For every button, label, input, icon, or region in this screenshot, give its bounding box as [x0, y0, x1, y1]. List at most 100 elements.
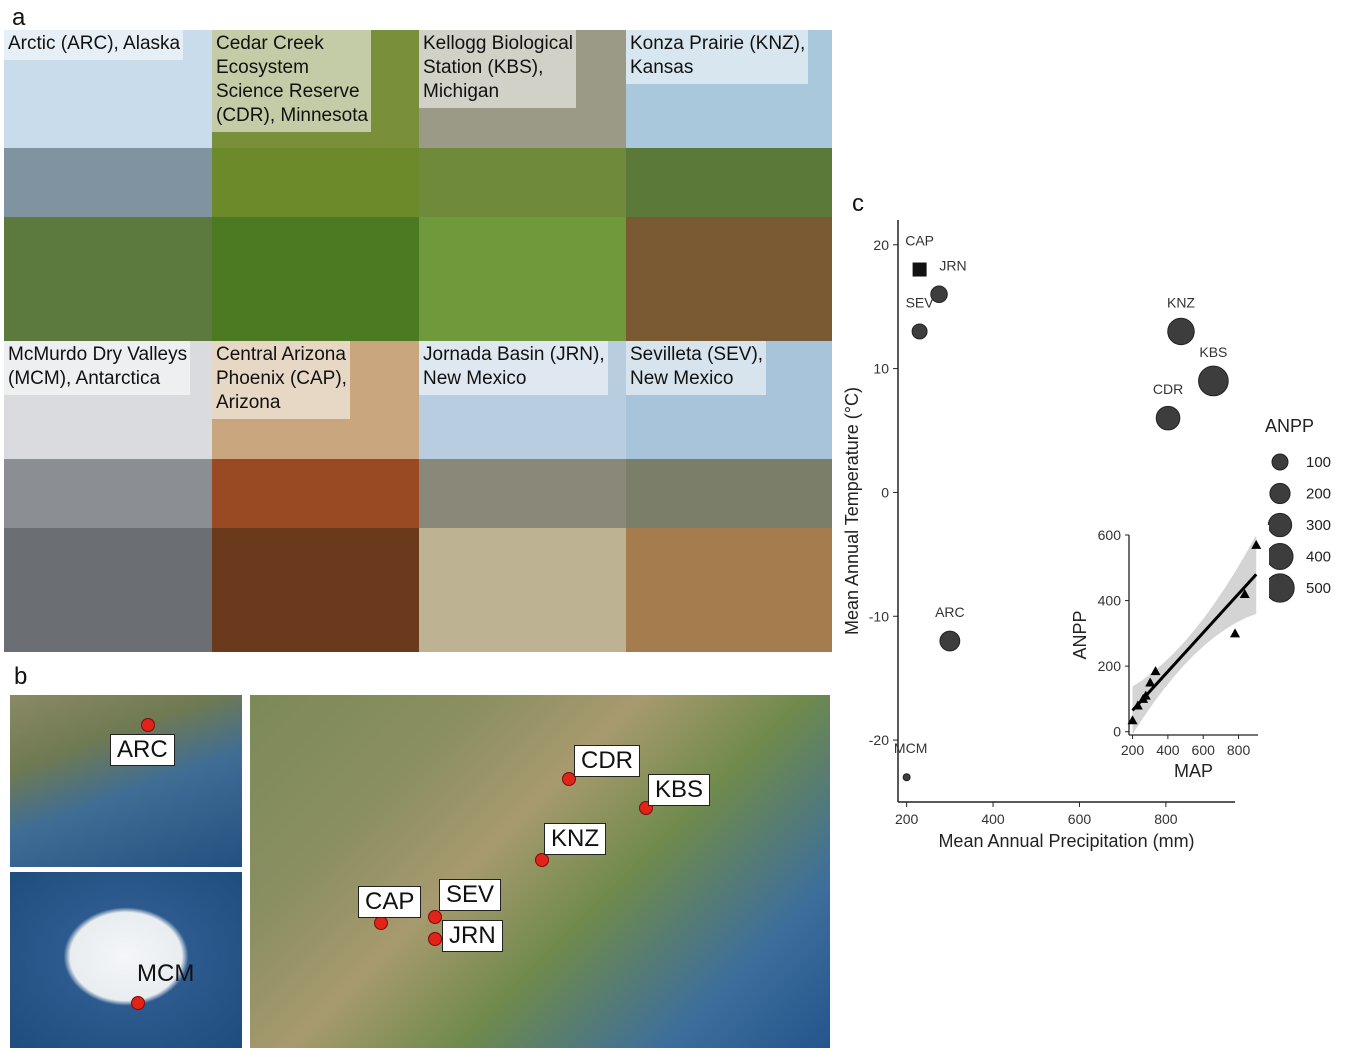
- photo-ground: [626, 527, 832, 652]
- inset-point: [1145, 677, 1156, 687]
- x-axis-title: Mean Annual Precipitation (mm): [938, 831, 1194, 851]
- photo-sev: Sevilleta (SEV), New Mexico: [626, 341, 832, 652]
- map-alaska: ARC: [10, 695, 242, 867]
- photo-ground: [419, 216, 626, 341]
- map-label-arc: ARC: [110, 734, 175, 766]
- inset-confidence-band: [1132, 535, 1257, 735]
- map-label-sev: SEV: [439, 879, 502, 911]
- map-label-cap: CAP: [358, 886, 422, 918]
- inset-fit-line: [1131, 573, 1258, 712]
- inset-x-tick-label: 400: [1156, 742, 1180, 758]
- point-label-sev: SEV: [906, 294, 935, 310]
- y-axis-title: Mean Annual Temperature (°C): [842, 387, 862, 635]
- y-tick-label: 10: [873, 361, 889, 377]
- inset-y-tick-label: 600: [1098, 527, 1122, 543]
- panel-label-b: b: [14, 663, 28, 690]
- map-label-kbs: KBS: [648, 774, 711, 806]
- point-cdr: [1155, 405, 1181, 431]
- photo-mcm: McMurdo Dry Valleys (MCM), Antarctica: [4, 341, 212, 652]
- photo-caption: Jornada Basin (JRN), New Mexico: [419, 341, 608, 395]
- inset-point: [1251, 539, 1262, 549]
- size-legend-marker: [1271, 453, 1289, 471]
- map-label-cdr: CDR: [574, 745, 640, 777]
- point-knz: [1167, 317, 1195, 346]
- photo-caption: Arctic (ARC), Alaska: [4, 30, 184, 60]
- panel-label-a: a: [12, 4, 26, 31]
- x-tick-label: 600: [1068, 811, 1092, 827]
- size-legend-label: 200: [1306, 486, 1331, 503]
- site-marker-knz: [535, 853, 549, 867]
- photo-mid: [212, 459, 419, 528]
- point-label-cdr: CDR: [1153, 381, 1183, 397]
- photo-arc: Arctic (ARC), Alaska: [4, 30, 212, 341]
- inset-background: [1069, 525, 1269, 785]
- map-label-jrn: JRN: [442, 920, 503, 952]
- point-label-cap: CAP: [905, 233, 934, 249]
- site-marker-arc: [141, 718, 155, 732]
- point-cap: [912, 262, 927, 277]
- inset-x-tick-label: 800: [1227, 742, 1251, 758]
- site-photo-grid: Arctic (ARC), Alaska Cedar Creek Ecosyst…: [4, 30, 832, 652]
- photo-caption: Sevilleta (SEV), New Mexico: [626, 341, 767, 395]
- photo-ground: [626, 216, 832, 341]
- size-legend-marker: [1266, 543, 1294, 570]
- inset-x-tick-label: 200: [1121, 742, 1145, 758]
- x-tick-label: 800: [1154, 811, 1178, 827]
- site-marker-sev: [428, 910, 442, 924]
- photo-ground: [212, 216, 419, 341]
- point-label-jrn: JRN: [939, 257, 966, 273]
- photo-mid: [626, 148, 832, 217]
- point-label-knz: KNZ: [1167, 294, 1195, 310]
- photo-ground: [4, 216, 212, 341]
- inset-y-tick-label: 200: [1098, 658, 1122, 674]
- size-legend-marker: [1269, 482, 1291, 505]
- inset-y-tick-label: 0: [1113, 724, 1121, 740]
- size-legend-marker: [1267, 512, 1293, 538]
- photo-mid: [419, 459, 626, 528]
- inset-point: [1239, 589, 1250, 599]
- point-label-arc: ARC: [935, 604, 965, 620]
- size-legend-label: 500: [1306, 580, 1331, 597]
- photo-mid: [419, 148, 626, 217]
- site-marker-mcm: [131, 996, 145, 1010]
- photo-caption: Central Arizona Phoenix (CAP), Arizona: [212, 341, 350, 419]
- inset-y-axis-title: ANPP: [1070, 610, 1090, 659]
- point-arc: [939, 630, 961, 652]
- inset-point: [1127, 715, 1138, 725]
- y-tick-label: -10: [869, 608, 889, 624]
- photo-caption: Kellogg Biological Station (KBS), Michig…: [419, 30, 576, 108]
- photo-mid: [4, 148, 212, 217]
- size-legend-label: 400: [1306, 549, 1331, 566]
- photo-kbs: Kellogg Biological Station (KBS), Michig…: [419, 30, 626, 341]
- point-jrn: [930, 285, 948, 304]
- x-tick-label: 200: [895, 811, 919, 827]
- site-marker-cap: [374, 916, 388, 930]
- inset-point: [1150, 666, 1161, 676]
- inset-x-axis-title: MAP: [1174, 761, 1213, 781]
- panel-label-c: c: [852, 190, 864, 217]
- inset-point: [1230, 628, 1241, 638]
- site-marker-jrn: [428, 932, 442, 946]
- photo-mid: [212, 148, 419, 217]
- photo-cap: Central Arizona Phoenix (CAP), Arizona: [212, 341, 419, 652]
- map-label-mcm: MCM: [137, 960, 195, 987]
- point-label-kbs: KBS: [1199, 344, 1227, 360]
- photo-ground: [419, 527, 626, 652]
- photo-cdr: Cedar Creek Ecosystem Science Reserve (C…: [212, 30, 419, 341]
- site-marker-cdr: [562, 772, 576, 786]
- photo-ground: [4, 527, 212, 652]
- point-mcm: [902, 773, 911, 782]
- photo-caption: Cedar Creek Ecosystem Science Reserve (C…: [212, 30, 372, 132]
- size-legend-label: 100: [1306, 454, 1331, 471]
- photo-mid: [626, 459, 832, 528]
- size-legend-marker: [1265, 573, 1295, 603]
- inset-x-tick-label: 600: [1192, 742, 1216, 758]
- y-tick-label: 20: [873, 237, 889, 253]
- photo-mid: [4, 459, 212, 528]
- map-antarctica: MCM: [10, 872, 242, 1048]
- x-tick-label: 400: [981, 811, 1005, 827]
- y-tick-label: 0: [881, 484, 889, 500]
- inset-point: [1140, 690, 1151, 700]
- photo-knz: Konza Prairie (KNZ), Kansas: [626, 30, 832, 341]
- size-legend-title: ANPP: [1265, 416, 1314, 436]
